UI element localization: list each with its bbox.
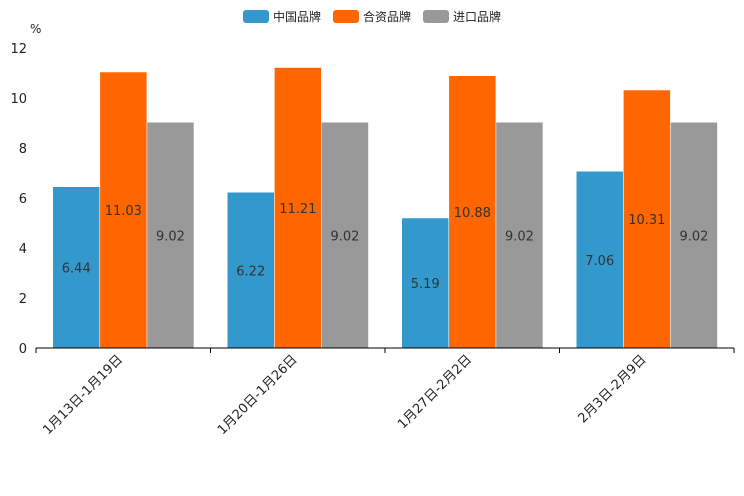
legend-swatch-import	[423, 10, 449, 23]
y-tick-label: 2	[19, 292, 27, 307]
x-tick-label: 1月13日-1月19日	[40, 352, 126, 438]
y-tick-label: 4	[19, 242, 27, 257]
value-label: 9.02	[679, 229, 708, 244]
value-label: 9.02	[330, 229, 359, 244]
value-label: 9.02	[156, 229, 185, 244]
y-tick-label: 8	[19, 142, 27, 157]
legend-item-china[interactable]: 中国品牌	[242, 8, 321, 25]
value-label: 11.03	[105, 204, 142, 219]
y-axis-ticks: 0 2 4 6 8 10 12	[10, 42, 27, 357]
value-label: 5.19	[411, 277, 440, 292]
legend-swatch-china	[242, 10, 269, 23]
bar-2-2	[496, 122, 543, 348]
bar-1-3	[623, 90, 671, 348]
x-axis-ticks: 1月13日-1月19日 1月20日-1月26日 1月27日-2月2日 2月3日-2月9…	[35, 348, 735, 438]
chart-legend: 中国品牌 合资品牌 进口品牌	[0, 8, 744, 25]
bar-0-1	[227, 192, 274, 348]
bar-0-0	[53, 187, 100, 348]
bar-1-0	[100, 72, 147, 348]
bar-marks	[53, 67, 718, 348]
x-tick-label: 1月20日-1月26日	[215, 352, 301, 438]
value-label: 7.06	[585, 254, 614, 269]
y-tick-label: 6	[19, 192, 27, 207]
bar-1-1	[274, 67, 322, 348]
value-label: 6.44	[62, 262, 91, 277]
value-label: 10.88	[454, 206, 491, 221]
legend-item-import[interactable]: 进口品牌	[423, 8, 501, 25]
y-axis-unit-label: %	[30, 22, 41, 36]
x-tick-label: 1月27日-2月2日	[395, 352, 475, 432]
bar-2-3	[670, 122, 718, 348]
legend-item-joint[interactable]: 合资品牌	[332, 8, 411, 25]
legend-label-china: 中国品牌	[272, 10, 321, 24]
y-tick-label: 10	[10, 92, 27, 107]
bar-0-3	[576, 171, 623, 348]
value-label: 9.02	[505, 229, 534, 244]
x-tick-label: 2月3日-2月9日	[575, 352, 649, 426]
bar-1-2	[449, 76, 496, 348]
value-label: 11.21	[279, 202, 316, 217]
y-tick-label: 0	[19, 342, 27, 357]
legend-swatch-joint	[332, 10, 359, 23]
value-label: 6.22	[236, 264, 265, 279]
value-labels: 6.44 6.22 5.19 7.06 11.03 11.21 10.88 10.31 9.02…	[62, 202, 709, 292]
y-tick-label: 12	[10, 42, 27, 57]
legend-label-joint: 合资品牌	[362, 10, 411, 24]
value-label: 10.31	[628, 213, 665, 228]
bar-0-2	[402, 218, 449, 348]
bar-2-0	[147, 122, 194, 348]
legend-label-import: 进口品牌	[453, 10, 502, 24]
bar-2-1	[321, 122, 369, 348]
